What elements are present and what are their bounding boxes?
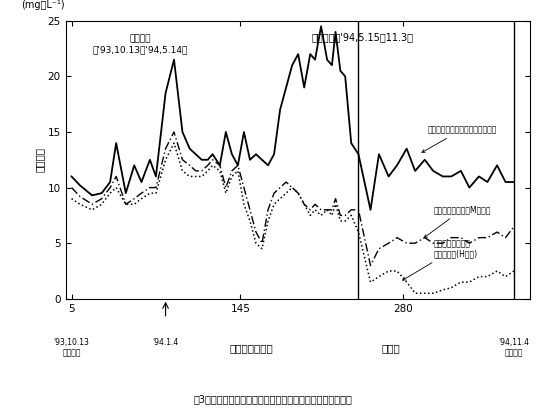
- Text: 冬期試験
（'93,10.13〜'94,5.14）: 冬期試験 （'93,10.13〜'94,5.14）: [92, 35, 187, 54]
- Text: 図3　バイオジオフィルター水路の窒素浄化機能の年間変動: 図3 バイオジオフィルター水路の窒素浄化機能の年間変動: [194, 395, 352, 405]
- Text: 夏期試験（'94,5.15〜11.3）: 夏期試験（'94,5.15〜11.3）: [312, 32, 413, 42]
- Text: (mg・L⁻¹): (mg・L⁻¹): [21, 0, 65, 10]
- Text: 試　験　日　数: 試 験 日 数: [229, 343, 273, 353]
- Text: 資源植物・ハーブ
水路流出水(H水路): 資源植物・ハーブ 水路流出水(H水路): [402, 239, 477, 280]
- Text: '94.1.4: '94.1.4: [152, 338, 179, 347]
- Y-axis label: 窒素濃度: 窒素濃度: [34, 147, 45, 172]
- Text: '93,10.13
試験開始: '93,10.13 試験開始: [54, 338, 90, 357]
- Text: バイオジオフィルター水路流入水: バイオジオフィルター水路流入水: [422, 125, 496, 152]
- Text: 花き水路流出水（M水路）: 花き水路流出水（M水路）: [424, 205, 491, 238]
- Text: （日）: （日）: [381, 343, 400, 353]
- Text: '94,11.4
冬期試験: '94,11.4 冬期試験: [498, 338, 530, 357]
